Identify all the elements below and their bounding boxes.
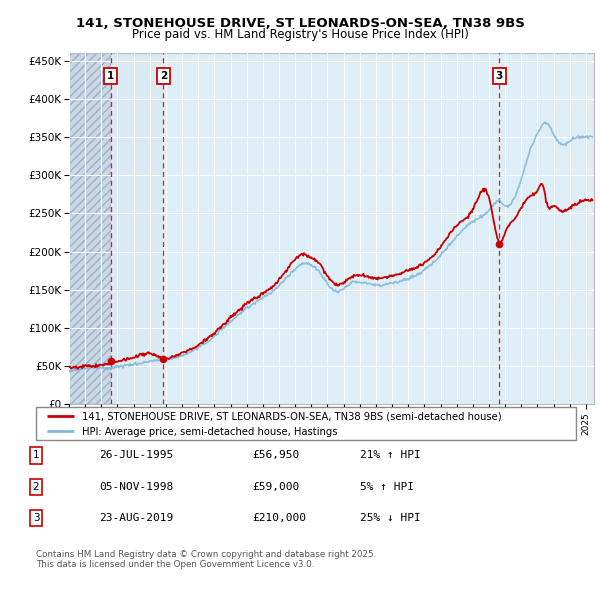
- Text: £59,000: £59,000: [252, 482, 299, 491]
- Bar: [69, 53, 110, 404]
- Text: 3: 3: [32, 513, 40, 523]
- Text: HPI: Average price, semi-detached house, Hastings: HPI: Average price, semi-detached house,…: [82, 427, 337, 437]
- Text: 5% ↑ HPI: 5% ↑ HPI: [360, 482, 414, 491]
- FancyBboxPatch shape: [36, 407, 576, 440]
- Text: Contains HM Land Registry data © Crown copyright and database right 2025.
This d: Contains HM Land Registry data © Crown c…: [36, 550, 376, 569]
- Text: 2: 2: [160, 71, 167, 81]
- Bar: [110, 53, 163, 404]
- Text: 1: 1: [107, 71, 114, 81]
- Text: 141, STONEHOUSE DRIVE, ST LEONARDS-ON-SEA, TN38 9BS (semi-detached house): 141, STONEHOUSE DRIVE, ST LEONARDS-ON-SE…: [82, 411, 502, 421]
- Text: 1: 1: [32, 451, 40, 460]
- Text: 3: 3: [496, 71, 503, 81]
- Text: 23-AUG-2019: 23-AUG-2019: [99, 513, 173, 523]
- Text: £56,950: £56,950: [252, 451, 299, 460]
- Text: 25% ↓ HPI: 25% ↓ HPI: [360, 513, 421, 523]
- Text: 21% ↑ HPI: 21% ↑ HPI: [360, 451, 421, 460]
- Text: £210,000: £210,000: [252, 513, 306, 523]
- Text: 05-NOV-1998: 05-NOV-1998: [99, 482, 173, 491]
- Text: Price paid vs. HM Land Registry's House Price Index (HPI): Price paid vs. HM Land Registry's House …: [131, 28, 469, 41]
- Text: 2: 2: [32, 482, 40, 491]
- Text: 141, STONEHOUSE DRIVE, ST LEONARDS-ON-SEA, TN38 9BS: 141, STONEHOUSE DRIVE, ST LEONARDS-ON-SE…: [76, 17, 524, 30]
- Text: 26-JUL-1995: 26-JUL-1995: [99, 451, 173, 460]
